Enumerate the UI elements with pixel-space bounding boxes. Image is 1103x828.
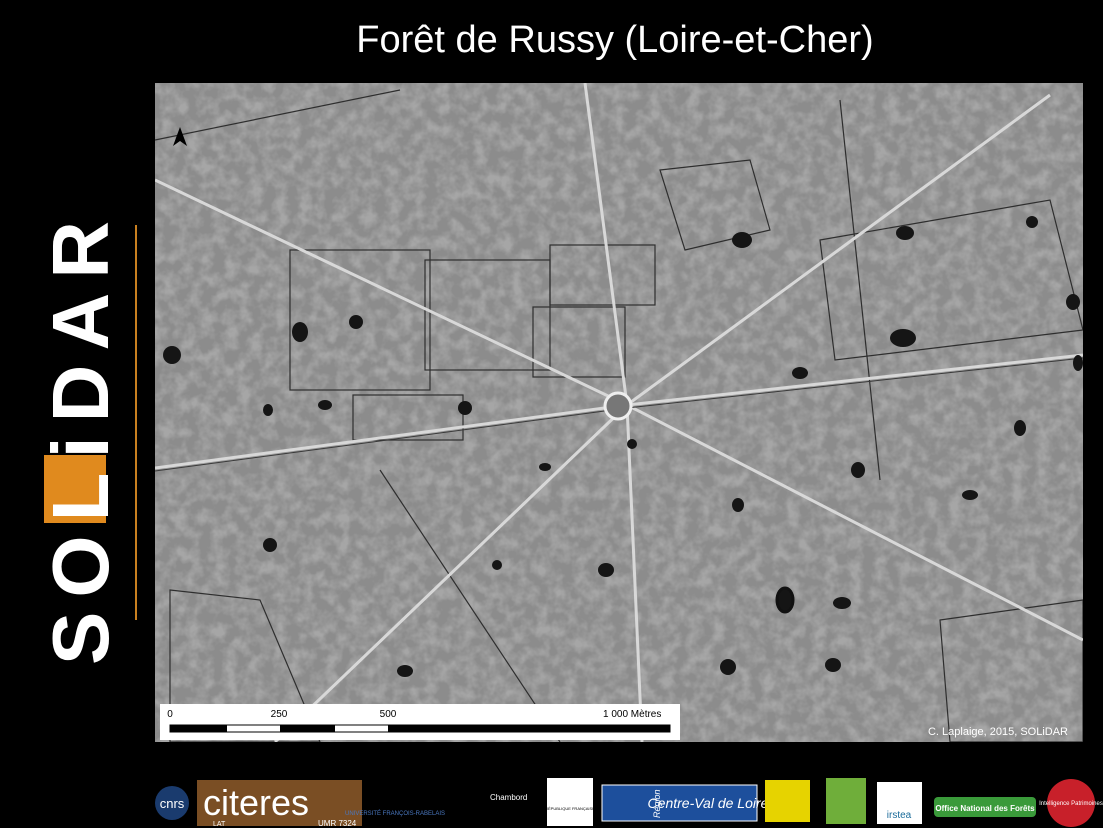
hollow: [292, 322, 308, 342]
hollow: [539, 463, 551, 471]
republic-logo: [547, 778, 593, 826]
slide: Forêt de Russy (Loire-et-Cher) SOLiDAR: [0, 0, 1103, 828]
credit: C. Laplaige, 2015, SOLiDAR: [928, 726, 1068, 738]
hollow: [627, 439, 637, 449]
hollow: [318, 400, 332, 410]
house-logo: [826, 778, 866, 824]
scale-label: 0: [167, 709, 173, 720]
hollow: [492, 560, 502, 570]
hollow: [263, 404, 273, 416]
slide-title: Forêt de Russy (Loire-et-Cher): [356, 19, 873, 61]
logo-text: UNIVERSITÉ FRANÇOIS-RABELAIS: [345, 810, 445, 817]
shape: [388, 725, 670, 732]
scale-bg: [160, 704, 680, 740]
shape: [280, 725, 335, 732]
logo-text: RÉPUBLIQUE FRANÇAISE: [545, 806, 595, 811]
hollow: [397, 665, 413, 677]
hollow: [163, 346, 181, 364]
hollow: [792, 367, 808, 379]
logo-text: Chambord: [490, 793, 527, 802]
hollow: [825, 658, 841, 672]
shape: [605, 393, 631, 419]
hollow: [598, 563, 614, 577]
logo-text: UMR 7324: [318, 819, 357, 828]
hollow: [962, 490, 978, 500]
logo-text: LAT: [213, 821, 226, 828]
logo-text: Centre-Val de Loire: [648, 795, 769, 811]
logo-text: cnrs: [160, 796, 185, 811]
hollow: [1073, 355, 1083, 371]
side-logo-text: SOLiDAR: [36, 207, 125, 665]
side-logo: SOLiDAR: [36, 207, 136, 665]
page: {"slide": {"title": "Forêt de Russy (Loi…: [0, 0, 1103, 828]
scale-label: 1 000 Mètres: [603, 709, 661, 720]
hollow: [720, 659, 736, 675]
hollow: [1014, 420, 1026, 436]
lidar-map: 0 250 500 1 000 Mètres C. Laplaige, 2015…: [155, 83, 1083, 742]
grid-logo: [765, 780, 810, 822]
hollow: [851, 462, 865, 478]
scale-label: 500: [380, 709, 397, 720]
shape: [170, 725, 227, 732]
hollow: [777, 588, 793, 612]
hollow: [263, 538, 277, 552]
hollow: [349, 315, 363, 329]
hollow: [890, 329, 916, 347]
hollow: [732, 232, 752, 248]
logo-text: citeres: [203, 782, 309, 823]
hollow: [732, 498, 744, 512]
hollow: [833, 597, 851, 609]
scale-label: 250: [271, 709, 288, 720]
hollow: [1026, 216, 1038, 228]
scale-bar: 0 250 500 1 000 Mètres: [160, 704, 680, 740]
logo-text: Office National des Forêts: [935, 804, 1035, 813]
hollow: [458, 401, 472, 415]
hollow: [896, 226, 914, 240]
hollow: [1066, 294, 1080, 310]
logo-text: irstea: [887, 810, 912, 821]
logo-text: Intelligence Patrimoines: [1039, 801, 1103, 807]
